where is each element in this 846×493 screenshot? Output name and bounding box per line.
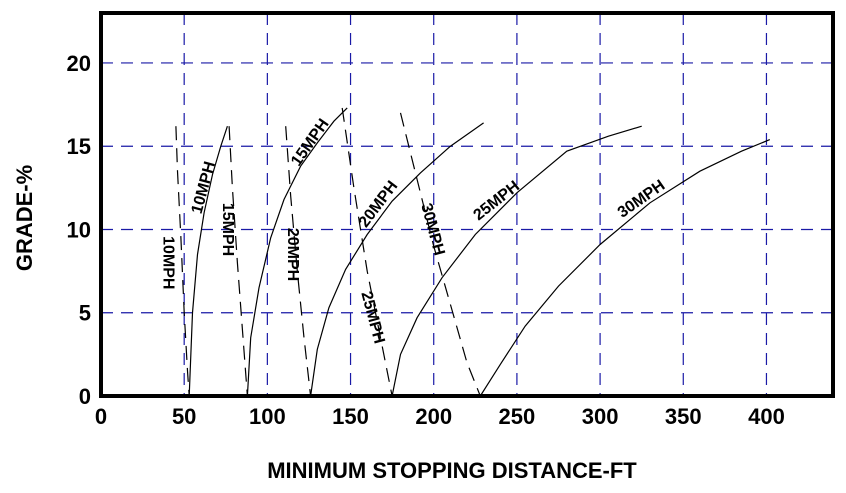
series-10mph-dashed-line	[175, 126, 190, 397]
series-label-10mph-dashed: 10MPH	[159, 236, 176, 289]
series-label-10mph-solid: 10MPH	[189, 160, 219, 216]
y-tick-label: 20	[67, 51, 91, 76]
x-tick-label: 100	[249, 404, 286, 429]
series-15mph-dashed-line	[228, 126, 248, 397]
series-label-25mph-dashed: 25MPH	[357, 290, 387, 346]
series-20mph-solid-line	[310, 122, 484, 397]
x-tick-label: 150	[332, 404, 369, 429]
plot-frame	[99, 11, 835, 398]
x-tick-label: 200	[415, 404, 452, 429]
series-30mph-solid-line	[479, 139, 771, 397]
label-layer: 10MPH10MPH15MPH15MPH20MPH20MPH25MPH25MPH…	[159, 116, 668, 346]
x-tick-label: 0	[95, 404, 107, 429]
series-label-25mph-solid: 25MPH	[470, 178, 523, 224]
series-25mph-dashed-line	[341, 107, 393, 397]
series-label-20mph-dashed: 20MPH	[284, 228, 301, 281]
y-tick-label: 15	[67, 134, 91, 159]
y-tick-label: 0	[79, 384, 91, 409]
series-label-15mph-dashed: 15MPH	[219, 203, 236, 256]
y-tick-labels: 0 5 10 15 20	[67, 51, 91, 409]
series-label-30mph-solid: 30MPH	[615, 177, 668, 222]
x-tick-label: 300	[582, 404, 619, 429]
series-10mph-solid-line	[188, 126, 228, 397]
series-25mph-solid-line	[391, 125, 642, 397]
y-axis-label: GRADE-%	[12, 165, 37, 271]
series-label-20mph-solid: 20MPH	[356, 178, 402, 231]
series-20mph-dashed-line	[285, 126, 312, 397]
x-tick-labels: 0 50 100 150 200 250 300 350 400	[95, 404, 785, 429]
series-15mph-solid-line	[246, 107, 348, 397]
x-tick-label: 350	[665, 404, 702, 429]
x-axis-label: MINIMUM STOPPING DISTANCE-FT	[267, 458, 637, 483]
grid-layer	[101, 13, 833, 396]
x-tick-label: 250	[499, 404, 536, 429]
series-layer	[175, 107, 771, 397]
y-tick-label: 10	[67, 217, 91, 242]
y-tick-label: 5	[79, 301, 91, 326]
series-30mph-dashed-line	[399, 112, 481, 397]
series-label-15mph-solid: 15MPH	[288, 116, 333, 169]
x-tick-label: 400	[748, 404, 785, 429]
x-tick-label: 50	[172, 404, 196, 429]
